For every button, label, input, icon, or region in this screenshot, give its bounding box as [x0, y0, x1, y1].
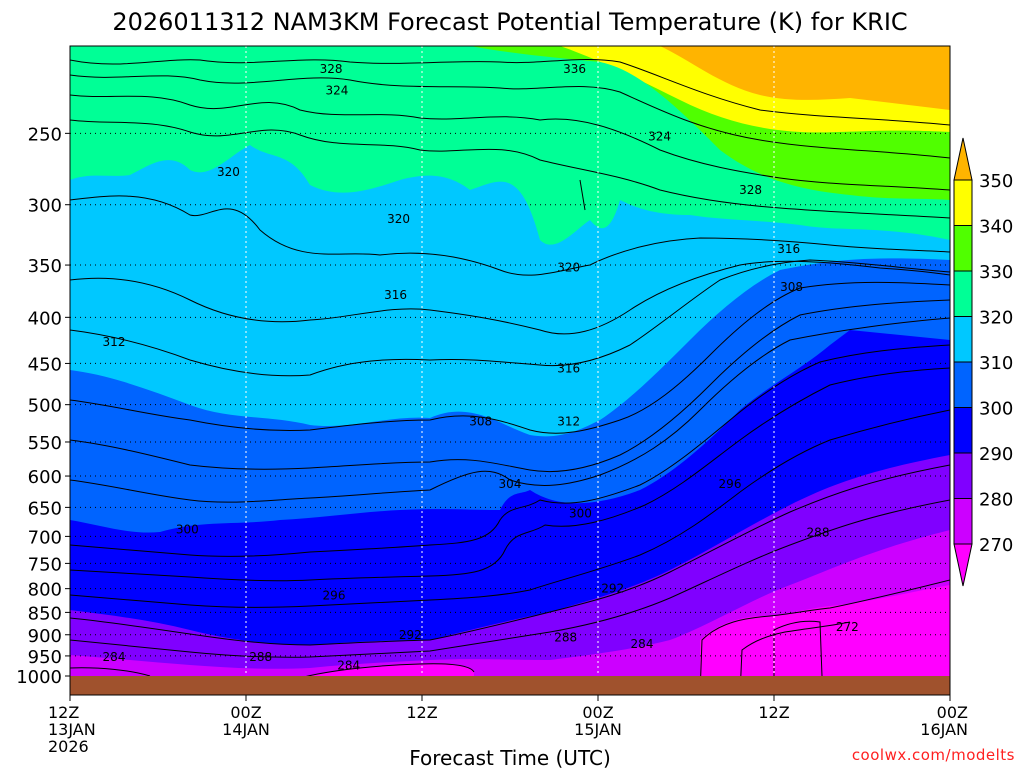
contour-lines — [70, 58, 950, 695]
contour-label: 272 — [836, 620, 859, 634]
ground-surface — [70, 676, 950, 695]
contour-label: 316 — [384, 288, 407, 302]
contour-label: 300 — [569, 506, 592, 520]
y-tick-label: 350 — [28, 256, 62, 277]
x-axis-label: Forecast Time (UTC) — [409, 746, 611, 768]
contour-label: 312 — [557, 415, 580, 429]
contour-label: 284 — [337, 659, 360, 673]
x-tick-label: 12Z — [406, 703, 437, 722]
colorbar-label: 350 — [979, 171, 1013, 192]
colorbar-segment — [953, 316, 973, 363]
contour-label: 296 — [719, 477, 742, 491]
colorbar-label: 340 — [979, 217, 1013, 238]
colorbar-label: 280 — [979, 490, 1013, 511]
y-tick-label: 650 — [28, 498, 62, 519]
y-tick-label: 800 — [28, 580, 62, 601]
contour-label: 308 — [469, 415, 492, 429]
x-tick-label: 00Z — [230, 703, 261, 722]
colorbar-label: 270 — [979, 535, 1013, 556]
contour-label: 316 — [557, 362, 580, 376]
contour-label: 288 — [554, 630, 577, 644]
x-tick-label: 16JAN — [920, 720, 968, 739]
x-tick-label: 15JAN — [574, 720, 622, 739]
y-tick-label: 250 — [28, 124, 62, 145]
y-tick-label: 500 — [28, 396, 62, 417]
contour-label: 328 — [739, 183, 762, 197]
colorbar: 270 280 290 300 310 320 330 340 350 — [953, 137, 1013, 587]
colorbar-segment — [953, 361, 973, 408]
contour-label: 292 — [601, 582, 624, 596]
contour-label: 288 — [807, 525, 830, 539]
contour-label: 300 — [176, 523, 199, 537]
y-tick-label: 700 — [28, 527, 62, 548]
colorbar-lower-arrow — [953, 543, 973, 587]
colorbar-segment — [953, 179, 973, 226]
contour-label: 292 — [399, 628, 422, 642]
contour-label: 288 — [249, 650, 272, 664]
contour-label: 316 — [777, 242, 800, 256]
x-tick-label: 12Z — [758, 703, 789, 722]
contour-label: 320 — [387, 212, 410, 226]
contour-label: 296 — [323, 588, 346, 602]
colorbar-label: 290 — [979, 444, 1013, 465]
band-below-270 — [700, 585, 950, 695]
y-tick-label: 600 — [28, 467, 62, 488]
x-tick-label: 14JAN — [222, 720, 270, 739]
y-tick-label: 300 — [28, 196, 62, 217]
y-tick-label: 900 — [28, 626, 62, 647]
y-tick-label: 400 — [28, 308, 62, 329]
colorbar-segment — [953, 407, 973, 454]
contour-label: 284 — [103, 650, 126, 664]
chart-title: 2026011312 NAM3KM Forecast Potential Tem… — [112, 8, 907, 36]
colorbar-segment — [953, 498, 973, 545]
contour-label: 324 — [325, 83, 348, 97]
y-tick-label: 950 — [28, 647, 62, 668]
y-tick-label: 450 — [28, 354, 62, 375]
gridlines — [70, 46, 950, 676]
contour-label: 304 — [499, 477, 522, 491]
colorbar-segment — [953, 225, 973, 272]
x-tick-label: 13JAN — [48, 720, 96, 739]
y-axis: 2503003504004505005506006507007508008509… — [16, 124, 70, 688]
contour-label: 324 — [648, 129, 671, 143]
y-tick-label: 1000 — [16, 667, 62, 688]
x-tick-label: 00Z — [582, 703, 613, 722]
contour-labels: 328 336 324 324 320 328 320 316 320 308 316 312 316 3… — [103, 62, 859, 673]
colorbar-upper-arrow — [953, 137, 973, 181]
x-tick-label: 00Z — [937, 703, 968, 722]
y-tick-label: 550 — [28, 433, 62, 454]
y-tick-label: 750 — [28, 554, 62, 575]
plot-area — [70, 46, 950, 695]
colorbar-label: 300 — [979, 399, 1013, 420]
colorbar-segment — [953, 452, 973, 499]
surface-pocket — [300, 663, 474, 678]
cold-pocket — [774, 621, 822, 676]
y-tick-label: 850 — [28, 603, 62, 624]
contour-label: 284 — [631, 637, 654, 651]
contour-label: 336 — [563, 62, 586, 76]
site-credit: coolwx.com/modelts — [852, 746, 1015, 764]
contour-label: 312 — [103, 335, 126, 349]
plot-border — [69, 45, 951, 696]
contour-label: 328 — [320, 62, 343, 76]
contour-label: 308 — [780, 280, 803, 294]
colorbar-label: 310 — [979, 353, 1013, 374]
colorbar-segment — [953, 270, 973, 317]
x-tick-label: 12Z — [48, 703, 79, 722]
colorbar-label: 320 — [979, 308, 1013, 329]
colorbar-label: 330 — [979, 262, 1013, 283]
contour-label: 320 — [557, 260, 580, 274]
contour-label: 320 — [217, 165, 240, 179]
x-tick-label: 2026 — [48, 737, 89, 756]
